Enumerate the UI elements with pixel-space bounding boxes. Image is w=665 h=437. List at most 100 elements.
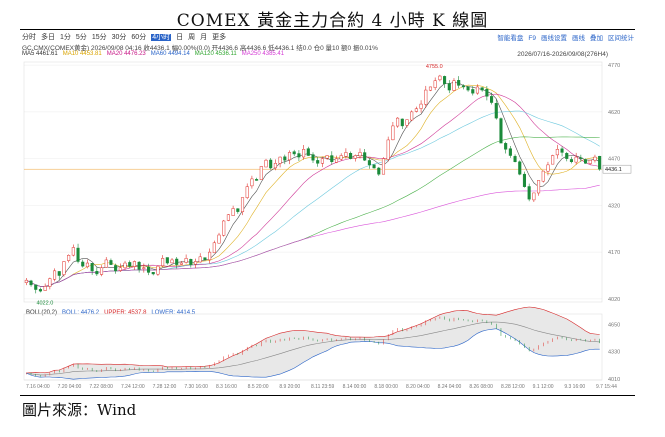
candle-body — [551, 155, 555, 165]
period-tab-0[interactable]: 分时 — [22, 34, 36, 41]
boll-legend-item: UPPER: 4537.8 — [104, 310, 147, 316]
x-tick-label: 7.30 16:00 — [184, 384, 208, 390]
period-tab-8[interactable]: 日 — [176, 34, 184, 41]
tool-item-1[interactable]: F9 — [528, 35, 536, 42]
period-tab-9[interactable]: 周 — [188, 34, 196, 41]
tool-item-2[interactable]: 画线设置 — [541, 35, 567, 42]
candle-body — [273, 163, 277, 169]
ma-legend-item: MA120 4536.11 — [194, 51, 237, 57]
candle-body — [118, 267, 122, 271]
candle-body — [175, 258, 179, 265]
chart-title: COMEX 黃金主力合約 4 小時 K 線圖 — [176, 11, 489, 31]
candle-body — [424, 89, 428, 105]
y-tick-label: 4170 — [608, 250, 620, 256]
y-tick-label: 4020 — [608, 297, 620, 303]
candle-body — [165, 257, 169, 264]
candle-body — [264, 159, 268, 168]
candle-body — [433, 80, 437, 88]
ma-legend-item: MA20 4476.23 — [106, 51, 146, 57]
candle-body — [353, 155, 357, 159]
high-label: 4755.0 — [426, 64, 443, 70]
period-tab-3[interactable]: 5分 — [75, 34, 87, 41]
tool-item-0[interactable]: 智能看盘 — [497, 35, 524, 42]
x-tick-label: 7.16 04:00 — [26, 384, 50, 390]
candle-body — [428, 86, 433, 91]
candle-body — [480, 87, 484, 91]
period-tab-4[interactable]: 15分 — [91, 34, 107, 41]
candle-body — [297, 153, 301, 158]
candle-body — [541, 170, 545, 182]
boll-band — [26, 307, 600, 380]
boll-legend-item: BOLL(20,2) — [26, 310, 58, 316]
candle-body — [137, 261, 141, 270]
x-tick-label: 8.28 12:00 — [501, 384, 525, 390]
candle-body — [334, 158, 339, 163]
candle-body — [316, 160, 320, 164]
boll-tick-label: 4330 — [608, 350, 620, 356]
x-tick-label: 8.20 04:00 — [406, 384, 430, 390]
candle-body — [349, 153, 353, 159]
candle-body — [48, 278, 52, 287]
candle-body — [414, 108, 418, 112]
ma-line — [26, 84, 600, 287]
candle-body — [377, 167, 381, 175]
candle-body — [226, 214, 230, 221]
period-tab-5[interactable]: 30分 — [111, 34, 127, 41]
candle-body — [76, 247, 80, 262]
candle-body — [156, 265, 160, 275]
low-label: 4022.0 — [36, 300, 53, 306]
y-tick-label: 4770 — [608, 63, 620, 69]
candle-body — [367, 160, 371, 166]
candle-body — [311, 154, 315, 161]
boll-legend-item: LOWER: 4414.5 — [151, 310, 196, 316]
candle-body — [81, 261, 85, 267]
ma-line — [26, 110, 600, 287]
candle-body — [485, 89, 489, 97]
candle-body — [532, 192, 536, 201]
period-toolbar: 分时 多日 1分 5分 15分 30分 60分 4小时日周月更多 — [22, 32, 231, 42]
period-tab-10[interactable]: 月 — [200, 34, 208, 41]
candle-body — [57, 271, 61, 276]
candle-body — [189, 259, 193, 265]
candle-body — [198, 256, 202, 263]
candle-body — [67, 254, 71, 261]
candle-body — [574, 156, 578, 163]
period-tab-11[interactable]: 更多 — [212, 34, 227, 41]
candle-body — [565, 153, 569, 159]
ma-legend: MA5 4461.61 MA10 4453.81 MA20 4476.23 MA60 … — [22, 51, 289, 57]
tool-item-5[interactable]: 区间统计 — [608, 35, 634, 42]
candle-body — [461, 85, 465, 88]
candle-body — [438, 75, 442, 81]
candle-body — [184, 258, 188, 263]
candle-body — [358, 152, 362, 157]
candle-body — [598, 155, 602, 170]
x-tick-label: 8.24 04:00 — [438, 384, 462, 390]
candle-body — [443, 76, 447, 85]
top-rule — [20, 29, 635, 30]
candle-body — [287, 152, 292, 161]
candle-body — [513, 156, 517, 162]
candle-body — [104, 259, 108, 268]
candle-body — [302, 149, 306, 158]
candle-body — [283, 156, 287, 161]
x-tick-label: 8.9 20:00 — [279, 384, 300, 390]
period-tab-7[interactable]: 4小时 — [151, 34, 172, 41]
candle-body — [400, 118, 404, 127]
boll-lower-line — [26, 328, 600, 380]
period-tab-1[interactable]: 多日 — [41, 34, 55, 41]
ma-line — [26, 93, 600, 287]
period-tab-2[interactable]: 1分 — [60, 34, 71, 41]
candle-body — [255, 179, 259, 181]
candle-body — [95, 271, 99, 275]
tool-item-3[interactable]: 画线 — [572, 35, 585, 42]
y-tick-label: 4470 — [608, 157, 620, 163]
date-range: 2026/07/16-2026/09/08(276H4) — [517, 51, 608, 58]
boll-upper-line — [26, 306, 600, 374]
ma-legend-item: MA250 4385.41 — [241, 51, 285, 57]
candle-body — [522, 173, 527, 187]
tool-item-4[interactable]: 叠加 — [590, 35, 603, 42]
period-tab-6[interactable]: 60分 — [131, 34, 147, 41]
boll-legend: BOLL(20,2) BOLL: 4476.2 UPPER: 4537.8 LOWER… — [26, 310, 200, 316]
candle-body — [245, 186, 249, 198]
candle-body — [494, 103, 498, 119]
